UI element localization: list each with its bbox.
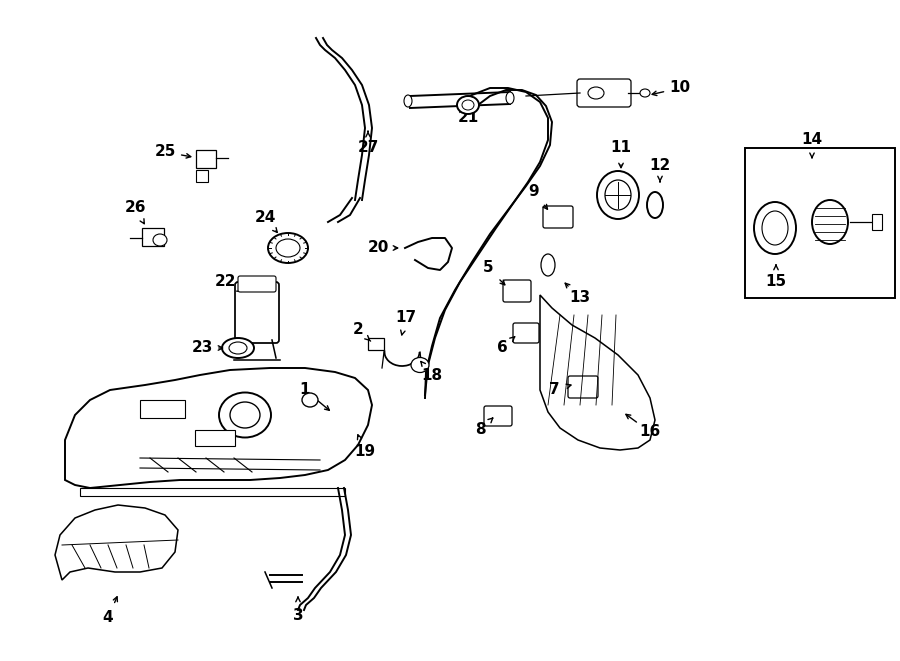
Ellipse shape <box>605 180 631 210</box>
Ellipse shape <box>647 192 663 218</box>
Text: 13: 13 <box>570 290 590 305</box>
Ellipse shape <box>219 393 271 438</box>
Ellipse shape <box>153 234 167 246</box>
Ellipse shape <box>588 87 604 99</box>
Bar <box>368 338 384 350</box>
Bar <box>140 400 185 418</box>
FancyBboxPatch shape <box>484 406 512 426</box>
Text: 18: 18 <box>421 368 443 383</box>
Text: 12: 12 <box>650 157 670 173</box>
Ellipse shape <box>302 393 318 407</box>
Text: 5: 5 <box>482 260 493 276</box>
FancyBboxPatch shape <box>503 280 531 302</box>
Bar <box>196 150 216 168</box>
Ellipse shape <box>230 402 260 428</box>
Text: 11: 11 <box>610 141 632 155</box>
Ellipse shape <box>541 254 555 276</box>
Ellipse shape <box>762 211 788 245</box>
Text: 21: 21 <box>457 110 479 126</box>
Polygon shape <box>540 295 655 450</box>
Text: 22: 22 <box>214 274 236 290</box>
Ellipse shape <box>404 95 412 107</box>
Ellipse shape <box>268 233 308 263</box>
Text: 14: 14 <box>801 132 823 147</box>
Ellipse shape <box>229 342 247 354</box>
FancyBboxPatch shape <box>568 376 598 398</box>
FancyBboxPatch shape <box>543 206 573 228</box>
Text: 2: 2 <box>353 323 364 338</box>
FancyBboxPatch shape <box>238 276 276 292</box>
Text: 25: 25 <box>154 145 176 159</box>
Text: 7: 7 <box>549 383 559 397</box>
Bar <box>196 170 208 182</box>
Text: 6: 6 <box>497 340 508 356</box>
Text: 3: 3 <box>292 607 303 623</box>
Bar <box>142 228 164 246</box>
Ellipse shape <box>222 338 254 358</box>
FancyBboxPatch shape <box>513 323 539 343</box>
Text: 16: 16 <box>639 424 661 440</box>
FancyBboxPatch shape <box>235 282 279 343</box>
Ellipse shape <box>276 239 300 257</box>
FancyBboxPatch shape <box>577 79 631 107</box>
Ellipse shape <box>640 89 650 97</box>
Text: 17: 17 <box>395 311 417 325</box>
Ellipse shape <box>411 358 429 373</box>
Bar <box>745 148 895 298</box>
Text: 8: 8 <box>474 422 485 438</box>
Ellipse shape <box>506 92 514 104</box>
Text: 15: 15 <box>765 274 787 290</box>
Text: 1: 1 <box>300 383 310 397</box>
Polygon shape <box>65 368 372 488</box>
Text: 9: 9 <box>528 184 539 200</box>
Ellipse shape <box>462 100 474 110</box>
Text: 26: 26 <box>124 200 146 215</box>
Text: 10: 10 <box>670 81 690 95</box>
Text: 27: 27 <box>357 141 379 155</box>
Text: 23: 23 <box>192 340 212 356</box>
Text: 24: 24 <box>255 210 275 225</box>
Ellipse shape <box>457 96 479 114</box>
Polygon shape <box>55 505 178 580</box>
Text: 4: 4 <box>103 611 113 625</box>
Ellipse shape <box>597 171 639 219</box>
Bar <box>80 488 345 496</box>
Bar <box>872 214 882 230</box>
Text: 19: 19 <box>355 444 375 459</box>
Ellipse shape <box>812 200 848 244</box>
Text: 20: 20 <box>367 241 389 256</box>
Ellipse shape <box>754 202 796 254</box>
Bar <box>195 430 235 446</box>
